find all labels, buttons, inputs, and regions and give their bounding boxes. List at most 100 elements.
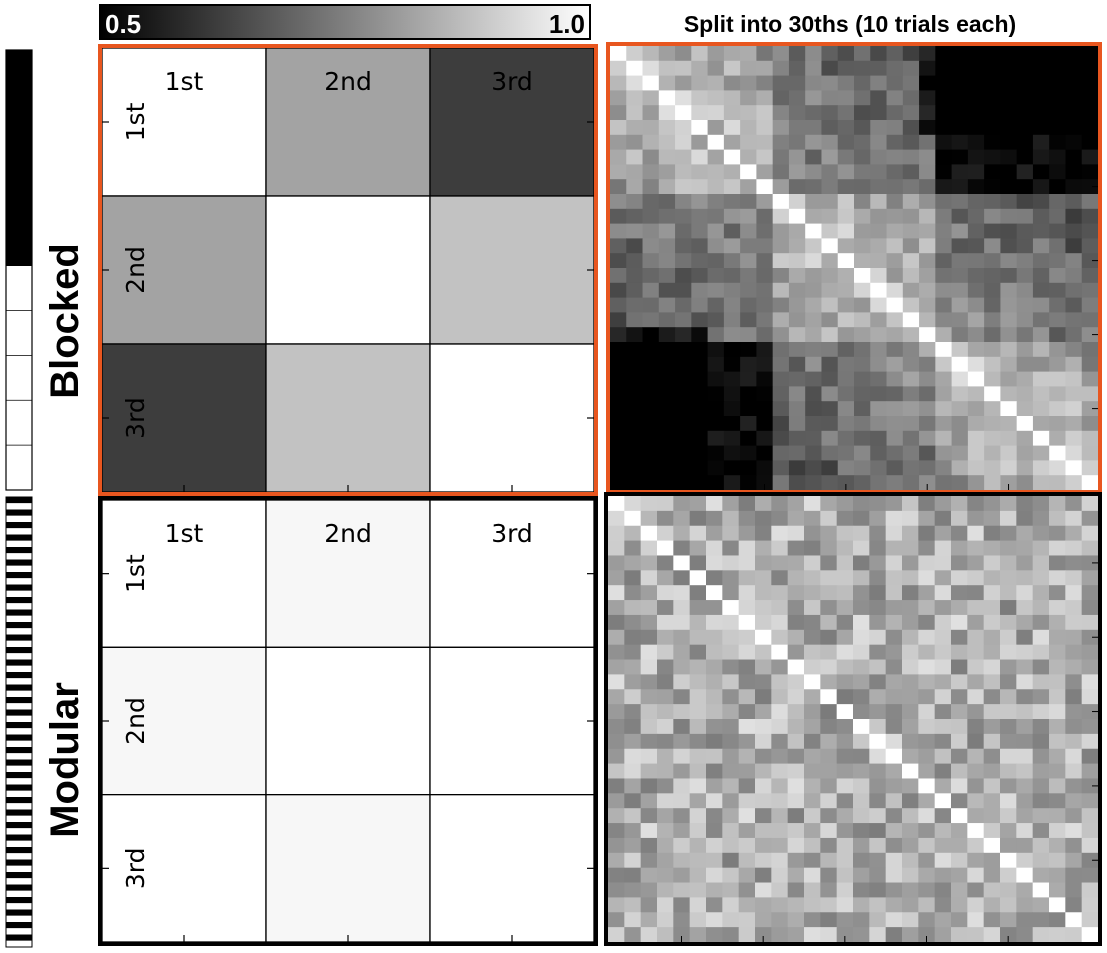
heatmap-cell: [640, 823, 658, 839]
heatmap-cell: [642, 416, 660, 432]
modular-strip-stripe: [6, 528, 32, 535]
heatmap-cell: [1081, 238, 1099, 254]
heatmap-cell: [755, 912, 772, 928]
heatmap-cell: [983, 496, 1001, 512]
heatmap-cell: [934, 852, 952, 869]
heatmap-cell: [935, 223, 952, 239]
heatmap-cell: [675, 208, 692, 224]
modular-strip-stripe: [6, 809, 32, 816]
heatmap-cell: [642, 238, 660, 254]
heatmap-cell: [1065, 223, 1083, 239]
heatmap-cell: [1032, 674, 1050, 690]
heatmap-cell: [869, 689, 887, 705]
heatmap-cell: [1016, 837, 1034, 854]
heatmap-cell: [853, 496, 870, 512]
heatmap-cell: [1065, 312, 1083, 328]
heatmap-cell: [1000, 120, 1018, 136]
heatmap-cell: [1049, 793, 1066, 809]
heatmap-cell: [935, 90, 952, 106]
heatmap-cell: [771, 496, 789, 512]
heatmap-cell: [722, 823, 740, 839]
heatmap-cell: [722, 600, 740, 616]
heatmap-cell: [691, 134, 708, 150]
heatmap-cell: [967, 238, 985, 254]
heatmap-cell: [853, 778, 870, 794]
heatmap-cell: [624, 719, 642, 735]
heatmap-cell: [951, 912, 968, 928]
modular-strip-stripe: [6, 878, 32, 885]
heatmap-cell: [1065, 149, 1083, 165]
heatmap-cell: [657, 540, 674, 556]
heatmap-cell: [870, 356, 887, 372]
heatmap-cell: [691, 179, 708, 195]
heatmap-cell: [984, 268, 1001, 284]
heatmap-cell: [821, 90, 839, 106]
heatmap-cell: [918, 778, 936, 794]
heatmap-cell: [658, 164, 676, 180]
heatmap-cell: [1065, 837, 1083, 854]
heatmap-cell: [658, 253, 676, 269]
heatmap-cell: [706, 496, 723, 512]
heatmap-cell: [983, 570, 1001, 586]
heatmap-cell: [608, 778, 625, 794]
heatmap-cell: [771, 674, 789, 690]
heatmap-cell: [853, 719, 870, 735]
heatmap-cell: [837, 208, 855, 224]
heatmap-cell: [740, 327, 757, 343]
heatmap-cell: [1000, 912, 1017, 928]
heatmap-cell: [805, 120, 822, 136]
heatmap-cell: [756, 223, 774, 239]
heatmap-cell: [787, 852, 805, 869]
heatmap-cell: [837, 386, 855, 402]
heatmap-cell: [805, 371, 822, 387]
heatmap-cell: [821, 75, 839, 91]
heatmap-cell: [723, 105, 741, 121]
heatmap-cell: [1049, 525, 1066, 541]
heatmap-cell: [772, 356, 790, 372]
heatmap-cell: [1032, 149, 1050, 165]
heatmap-cell: [706, 748, 723, 764]
heatmap-cell: [919, 356, 936, 372]
heatmap-cell: [707, 416, 725, 432]
heatmap-cell: [886, 460, 904, 476]
heatmap-cell: [723, 46, 741, 62]
heatmap-cell: [1000, 719, 1017, 735]
heatmap-cell: [691, 60, 708, 76]
heatmap-cell: [707, 134, 725, 150]
heatmap-cell: [870, 460, 887, 476]
heatmap-cell: [854, 386, 871, 402]
heatmap-cell: [787, 719, 805, 735]
heatmap-cell: [1081, 793, 1099, 809]
heatmap-cell: [771, 778, 789, 794]
heatmap-cell: [756, 105, 774, 121]
heatmap-cell: [967, 689, 985, 705]
heatmap-cell: [1065, 600, 1083, 616]
heatmap-cell: [836, 570, 854, 586]
heatmap-cell: [642, 327, 660, 343]
heatmap-cell: [787, 600, 805, 616]
heatmap-cell: [624, 614, 642, 631]
heatmap-cell: [642, 312, 660, 328]
heatmap-cell: [675, 164, 692, 180]
heatmap-cell: [967, 60, 985, 76]
heatmap-cell: [951, 897, 968, 913]
heatmap-cell: [886, 46, 904, 62]
heatmap-cell: [870, 105, 887, 121]
heatmap-cell: [870, 90, 887, 106]
heatmap-cell: [640, 644, 658, 660]
heatmap-cell: [675, 416, 692, 432]
heatmap-cell: [902, 297, 920, 313]
modular-strip-stripe: [6, 747, 32, 754]
heatmap-cell: [608, 912, 625, 928]
heatmap-cell: [836, 510, 854, 527]
modular-strip-stripe: [6, 759, 32, 766]
heatmap-cell: [788, 149, 806, 165]
heatmap-cell: [935, 46, 952, 62]
heatmap-cell: [984, 208, 1001, 224]
heatmap-cell: [870, 416, 887, 432]
heatmap-cell: [821, 179, 839, 195]
heatmap-cell: [691, 356, 708, 372]
heatmap-cell: [1000, 540, 1017, 556]
heatmap-cell: [902, 60, 920, 76]
heatmap-cell: [1000, 90, 1018, 106]
